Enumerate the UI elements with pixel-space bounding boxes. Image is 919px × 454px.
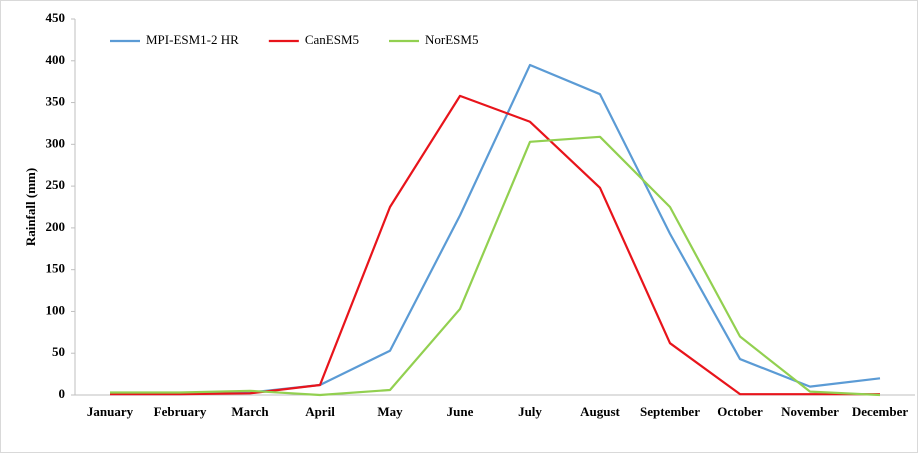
x-tick-label: August <box>580 404 620 419</box>
legend-label: NorESM5 <box>425 32 478 47</box>
x-tick-label: June <box>447 404 474 419</box>
y-tick-label: 400 <box>46 52 66 67</box>
x-tick-label: March <box>231 404 269 419</box>
y-tick-label: 350 <box>46 94 66 109</box>
y-tick-label: 150 <box>46 261 66 276</box>
y-tick-label: 300 <box>46 135 66 150</box>
x-tick-label: January <box>87 404 134 419</box>
y-tick-label: 50 <box>52 344 65 359</box>
y-tick-label: 200 <box>46 219 66 234</box>
x-tick-label: October <box>717 404 763 419</box>
x-tick-label: May <box>377 404 403 419</box>
x-tick-label: July <box>518 404 542 419</box>
legend-label: CanESM5 <box>305 32 359 47</box>
series-line <box>110 94 880 396</box>
y-axis-label: Rainfall (mm) <box>23 168 38 246</box>
legend-label: MPI-ESM1-2 HR <box>146 32 239 47</box>
x-tick-label: December <box>852 404 909 419</box>
x-tick-label: November <box>781 404 839 419</box>
x-tick-label: April <box>305 404 335 419</box>
x-tick-label: September <box>640 404 700 419</box>
y-tick-label: 450 <box>46 10 66 25</box>
x-tick-label: February <box>154 404 207 419</box>
y-tick-label: 0 <box>59 386 66 401</box>
y-tick-label: 250 <box>46 177 66 192</box>
series-line <box>110 135 881 397</box>
y-tick-label: 100 <box>46 302 66 317</box>
